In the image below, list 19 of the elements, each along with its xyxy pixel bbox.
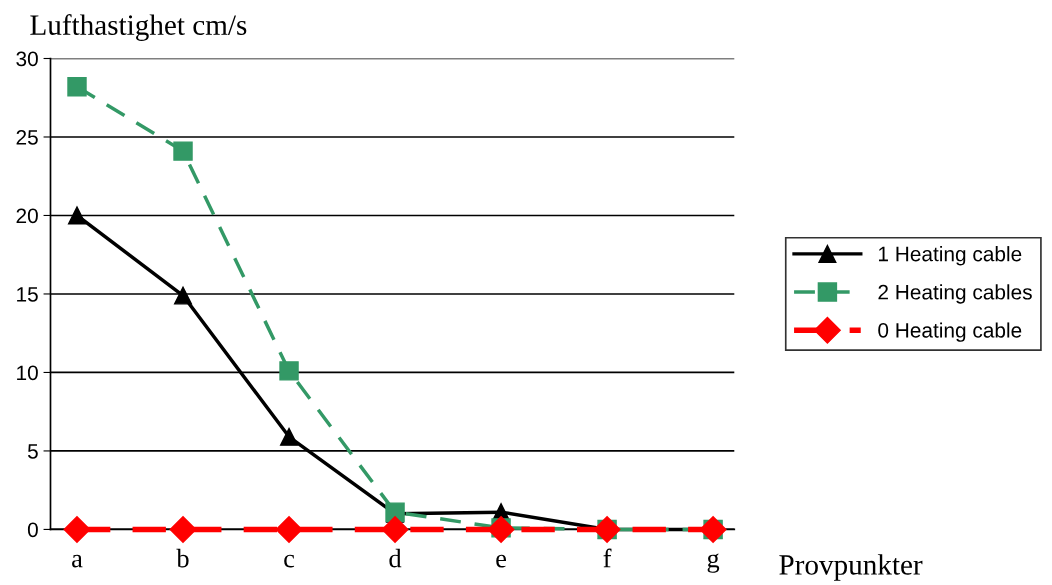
- x-tick-label: d: [389, 548, 402, 568]
- y-tick-label: 0: [27, 522, 38, 538]
- legend-label: 1 Heating cable: [879, 246, 1022, 266]
- y-tick-label: 15: [17, 287, 38, 302]
- x-tick-label: f: [603, 548, 612, 568]
- x-tick-label: b: [176, 548, 189, 568]
- y-tick-label: 10: [17, 365, 38, 381]
- x-tick-label: a: [72, 554, 83, 568]
- y-tick-label: 5: [27, 444, 38, 459]
- x-axis-title: Provpunkter: [779, 554, 923, 581]
- y-tick-label: 20: [16, 208, 38, 224]
- legend-label: 0 Heating cable: [878, 322, 1022, 342]
- y-tick-label: 30: [16, 51, 38, 67]
- x-tick-label: g: [707, 553, 720, 573]
- x-tick-label: e: [496, 554, 506, 568]
- y-axis-title: Lufthastighet cm/s: [30, 14, 247, 41]
- legend-label: 2 Heating cables: [878, 284, 1032, 304]
- y-tick-label: 25: [16, 129, 38, 145]
- x-tick-label: c: [284, 554, 295, 568]
